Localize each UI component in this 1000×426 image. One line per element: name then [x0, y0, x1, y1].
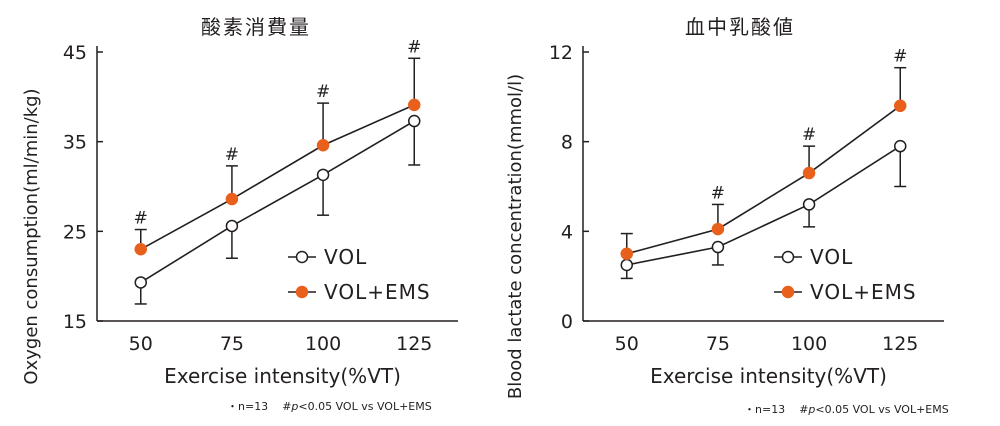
data-point-vol-ems: [316, 139, 330, 152]
legend-marker-vol: [781, 250, 795, 264]
significance-mark: #: [134, 209, 148, 229]
significance-mark: #: [316, 82, 330, 102]
y-tick-label: 12: [549, 42, 573, 64]
footnote: ・n=13 #p<0.05 VOL vs VOL+EMS: [744, 403, 949, 416]
x-axis-label: Exercise intensity(%VT): [164, 364, 401, 388]
series-line-vol: [140, 120, 415, 284]
footnote-sig: #: [282, 400, 291, 413]
footnote-p: p: [290, 400, 298, 413]
legend-label-vol: VOL: [810, 245, 853, 269]
y-tick-label: 15: [63, 311, 87, 333]
data-point-vol-ems: [407, 98, 421, 112]
significance-mark: #: [893, 47, 907, 67]
footnote-n: ・n=13: [227, 400, 268, 413]
legend-label-vol: VOL: [324, 245, 367, 269]
data-point-vol: [225, 219, 239, 233]
legend-marker-vol: [295, 250, 309, 264]
data-point-vol: [134, 276, 148, 289]
data-point-vol: [620, 258, 634, 272]
x-tick-label: 50: [615, 333, 639, 355]
data-point-vol: [893, 139, 907, 153]
data-point-vol: [802, 198, 816, 211]
chart-title: 酸素消費量: [201, 15, 311, 39]
data-point-vol-ems: [711, 222, 725, 236]
data-point-vol-ems: [134, 243, 148, 256]
x-axis-label: Exercise intensity(%VT): [650, 364, 887, 388]
significance-mark: #: [711, 183, 725, 203]
chart-title: 血中乳酸値: [685, 15, 795, 39]
y-tick-label: 4: [561, 221, 573, 243]
data-point-vol-ems: [893, 99, 907, 113]
y-axis-label: Blood lactate concentration(mmol/l): [505, 74, 526, 399]
footnote-p: p: [807, 403, 815, 416]
data-point-vol-ems: [802, 166, 816, 180]
legend-label-vol-ems: VOL+EMS: [324, 280, 431, 304]
significance-mark: #: [407, 37, 421, 57]
x-tick-label: 75: [220, 333, 244, 355]
x-tick-label: 50: [129, 333, 153, 355]
y-tick-label: 25: [63, 221, 87, 243]
legend-marker-vol-ems: [295, 285, 309, 299]
x-tick-label: 125: [396, 333, 432, 355]
chart-panel-1: 酸素消費量 15 25 35 45 50 75 100 125 Exercise intensit…: [21, 15, 458, 413]
y-axis-label: Oxygen consumption(ml/min/kg): [21, 88, 42, 384]
data-point-vol-ems: [225, 192, 239, 206]
significance-mark: #: [802, 125, 816, 145]
series-line-vol-ems: [626, 105, 901, 255]
x-tick-label: 100: [791, 333, 827, 355]
legend-label-vol-ems: VOL+EMS: [810, 280, 917, 304]
series-line-vol-ems: [140, 104, 415, 250]
data-point-vol: [316, 168, 330, 182]
series-line-vol: [626, 145, 901, 266]
y-tick-label: 8: [561, 132, 573, 154]
y-tick-label: 0: [561, 311, 573, 333]
x-tick-label: 125: [882, 333, 918, 355]
legend-marker-vol-ems: [781, 285, 795, 299]
significance-mark: #: [225, 145, 239, 165]
footnote: ・n=13 #p<0.05 VOL vs VOL+EMS: [227, 400, 432, 413]
data-point-vol: [407, 114, 421, 128]
data-point-vol: [711, 240, 725, 254]
x-tick-label: 100: [305, 333, 341, 355]
y-tick-label: 45: [63, 42, 87, 64]
chart-panel-2: 血中乳酸値 0 4 8 12 50 75 100 125 Exercise intensity(%…: [505, 15, 949, 416]
footnote-text: <0.05 VOL vs VOL+EMS: [815, 403, 948, 416]
y-tick-label: 35: [63, 132, 87, 154]
footnote-sig: #: [799, 403, 808, 416]
data-point-vol-ems: [620, 247, 634, 260]
x-tick-label: 75: [706, 333, 730, 355]
footnote-n: ・n=13: [744, 403, 785, 416]
footnote-text: <0.05 VOL vs VOL+EMS: [298, 400, 431, 413]
